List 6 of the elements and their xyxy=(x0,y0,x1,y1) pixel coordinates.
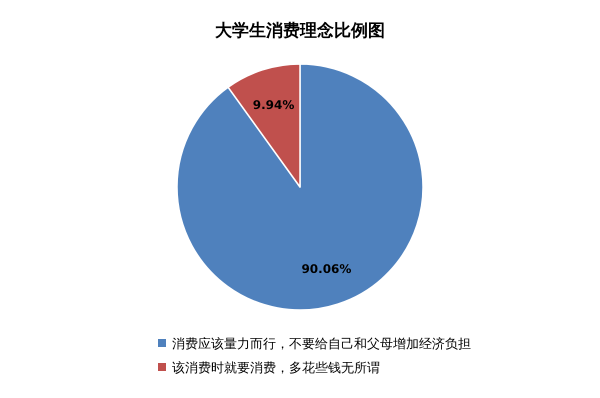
legend-label: 该消费时就要消费，多花些钱无所谓 xyxy=(172,360,380,376)
chart-title: 大学生消费理念比例图 xyxy=(215,21,385,41)
data-label: 9.94% xyxy=(252,98,294,112)
data-label: 90.06% xyxy=(301,262,352,276)
legend-label: 消费应该量力而行，不要给自己和父母增加经济负担 xyxy=(172,336,471,352)
pie-slice xyxy=(176,63,424,311)
